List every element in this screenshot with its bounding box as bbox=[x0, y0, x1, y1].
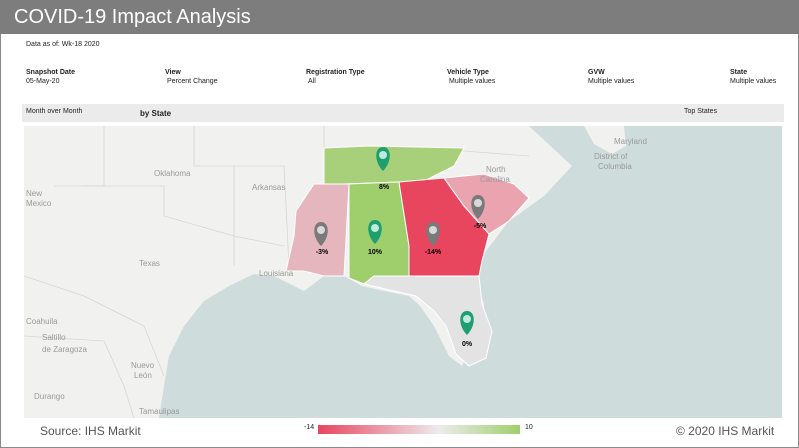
legend-min-value: -14 bbox=[304, 424, 315, 431]
state-florida[interactable] bbox=[362, 275, 493, 367]
filter-value: Multiple values bbox=[730, 78, 777, 85]
label-arkansas: Arkansas bbox=[252, 183, 285, 192]
label-new-mexico-1: New bbox=[26, 189, 42, 198]
label-nuevo: Nuevo bbox=[131, 361, 155, 370]
filter-gvw[interactable]: GVW Multiple values bbox=[588, 68, 634, 86]
filter-value: 05-May-20 bbox=[26, 78, 60, 85]
state-map[interactable]: Oklahoma Arkansas New Mexico Texas Louis… bbox=[24, 126, 782, 418]
data-as-of: Data as of: Wk-18 2020 bbox=[26, 41, 100, 48]
filter-label: Vehicle Type bbox=[447, 69, 489, 76]
filter-view[interactable]: View Percent Change bbox=[165, 68, 218, 86]
marker-florida[interactable] bbox=[460, 311, 474, 335]
label-carolina: Carolina bbox=[480, 175, 510, 184]
label-louisiana: Louisiana bbox=[259, 269, 294, 278]
filter-state[interactable]: State Multiple values bbox=[730, 68, 776, 86]
top-states-label: Top States bbox=[684, 108, 718, 115]
value-mississippi: -3% bbox=[316, 249, 329, 256]
label-north: North bbox=[486, 165, 506, 174]
label-texas: Texas bbox=[139, 259, 160, 268]
filter-value: Multiple values bbox=[588, 78, 635, 85]
filter-label: View bbox=[165, 69, 181, 76]
filter-label: State bbox=[730, 69, 748, 76]
marker-georgia[interactable] bbox=[426, 222, 440, 246]
marker-south-carolina[interactable] bbox=[471, 195, 485, 219]
month-over-month-label: Month over Month bbox=[26, 108, 83, 115]
filter-vehicle-type[interactable]: Vehicle Type Multiple values bbox=[447, 68, 495, 86]
filter-value: All bbox=[308, 78, 316, 85]
marker-alabama[interactable] bbox=[368, 220, 382, 244]
map-labels: Oklahoma Arkansas New Mexico Texas Louis… bbox=[26, 137, 647, 416]
filter-value: Percent Change bbox=[167, 78, 218, 85]
source-note: Source: IHS Markit bbox=[40, 424, 141, 438]
land-maryland bbox=[584, 126, 626, 154]
state-south-carolina[interactable] bbox=[443, 173, 530, 235]
value-georgia: -14% bbox=[425, 249, 442, 256]
label-tamaulipas: Tamaulipas bbox=[139, 407, 179, 416]
filter-snapshot-date[interactable]: Snapshot Date 05-May-20 bbox=[26, 68, 75, 86]
label-saltillo: Saltillo bbox=[42, 333, 66, 342]
label-de-zaragoza: de Zaragoza bbox=[42, 345, 87, 354]
filter-registration-type[interactable]: Registration Type All bbox=[306, 68, 365, 86]
label-oklahoma: Oklahoma bbox=[154, 169, 191, 178]
label-maryland: Maryland bbox=[614, 137, 647, 146]
value-alabama: 10% bbox=[368, 249, 383, 256]
value-tennessee: 8% bbox=[379, 184, 390, 191]
label-durango: Durango bbox=[34, 392, 65, 401]
filter-label: Registration Type bbox=[306, 69, 365, 76]
label-district-of: District of bbox=[594, 152, 628, 161]
section-header-strip: Month over Month by State Top States bbox=[22, 104, 784, 122]
title-bar: COVID-19 Impact Analysis bbox=[0, 0, 799, 34]
legend-max-value: 10 bbox=[525, 424, 533, 431]
copyright-note: © 2020 IHS Markit bbox=[676, 424, 775, 438]
value-florida: 0% bbox=[462, 341, 473, 348]
filter-value: Multiple values bbox=[449, 78, 496, 85]
label-coahuila: Coahuila bbox=[26, 317, 58, 326]
filter-label: Snapshot Date bbox=[26, 69, 76, 76]
marker-tennessee[interactable] bbox=[376, 147, 390, 171]
filter-label: GVW bbox=[588, 69, 605, 76]
marker-mississippi[interactable] bbox=[314, 222, 328, 246]
label-columbia: Columbia bbox=[598, 162, 632, 171]
map-svg[interactable]: Oklahoma Arkansas New Mexico Texas Louis… bbox=[24, 126, 782, 418]
page-title: COVID-19 Impact Analysis bbox=[14, 6, 251, 28]
label-leon: León bbox=[134, 371, 152, 380]
color-legend-bar bbox=[318, 425, 520, 434]
by-state-label: by State bbox=[140, 109, 172, 118]
value-south-carolina: -5% bbox=[474, 223, 487, 230]
label-new-mexico-2: Mexico bbox=[26, 199, 52, 208]
